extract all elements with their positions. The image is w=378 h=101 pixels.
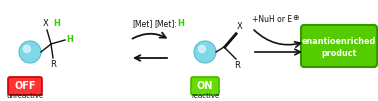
Text: [Met]:: [Met]:	[154, 19, 177, 28]
Circle shape	[23, 45, 31, 52]
Text: X: X	[237, 22, 243, 31]
Circle shape	[19, 41, 41, 63]
Text: H: H	[66, 35, 73, 44]
Text: [Met]: [Met]	[132, 19, 152, 28]
FancyBboxPatch shape	[191, 77, 219, 95]
Text: H: H	[53, 19, 60, 28]
Circle shape	[198, 45, 205, 52]
Text: R: R	[50, 60, 56, 69]
Circle shape	[194, 41, 216, 63]
Text: product: product	[321, 49, 356, 58]
Text: H: H	[177, 19, 184, 28]
Text: OFF: OFF	[14, 81, 36, 91]
Text: enantioenriched: enantioenriched	[302, 37, 376, 46]
Text: ⊕: ⊕	[292, 13, 298, 22]
Text: reactive: reactive	[191, 93, 219, 99]
Text: X: X	[43, 19, 49, 28]
Text: ON: ON	[197, 81, 213, 91]
Text: R: R	[234, 61, 240, 70]
Text: unreactive: unreactive	[6, 93, 43, 99]
Text: +NuH or E: +NuH or E	[252, 15, 292, 25]
FancyBboxPatch shape	[301, 25, 377, 67]
FancyBboxPatch shape	[8, 77, 42, 95]
